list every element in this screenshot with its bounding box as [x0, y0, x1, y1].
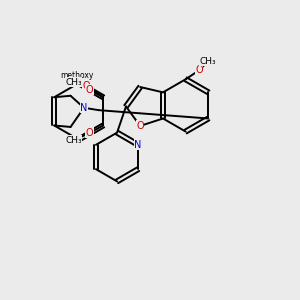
- Text: N: N: [80, 103, 88, 113]
- Text: O: O: [86, 85, 94, 95]
- Text: N: N: [134, 140, 142, 150]
- Text: CH₃: CH₃: [65, 136, 82, 145]
- Text: O: O: [195, 65, 203, 75]
- Text: methoxy: methoxy: [69, 75, 75, 76]
- Text: methoxy: methoxy: [60, 71, 94, 80]
- Text: O: O: [86, 128, 94, 138]
- Text: CH₃: CH₃: [65, 78, 82, 87]
- Text: O: O: [83, 81, 91, 91]
- Text: CH₃: CH₃: [200, 57, 216, 66]
- Text: O: O: [136, 121, 144, 131]
